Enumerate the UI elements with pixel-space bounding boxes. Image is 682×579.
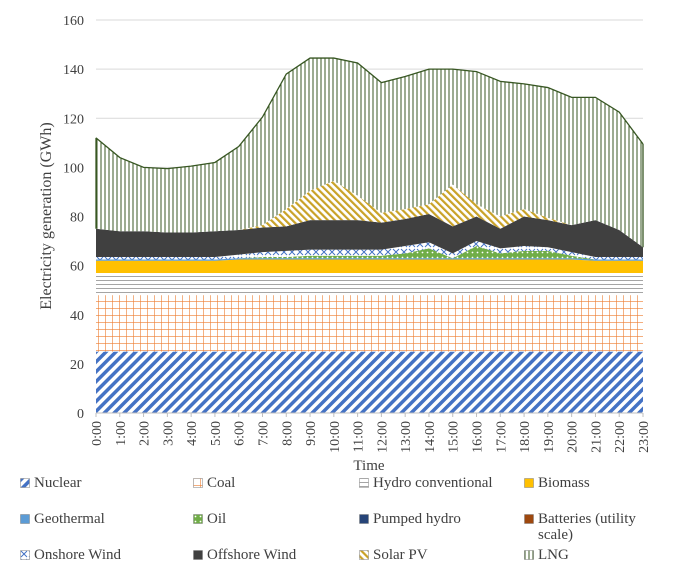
legend-label: Pumped hydro — [373, 511, 461, 527]
series-area-solar-pv — [96, 180, 643, 248]
legend-label: Oil — [207, 511, 227, 527]
legend-swatch — [359, 550, 369, 560]
legend-label: Nuclear — [34, 475, 82, 491]
x-tick-label: 11:00 — [352, 421, 367, 452]
legend-label: LNG — [538, 547, 569, 563]
legend-swatch — [20, 514, 30, 524]
x-tick-label: 7:00 — [256, 421, 271, 446]
series-edge-lng — [95, 57, 644, 170]
legend-label: Biomass — [538, 475, 590, 491]
legend-swatch — [524, 478, 534, 488]
legend-item-batteries-utility-scale: Batteries (utility scale) — [524, 511, 658, 543]
x-tick-label: 18:00 — [518, 421, 533, 453]
legend-label: Batteries (utility scale) — [538, 511, 636, 543]
legend-label: Hydro conventional — [373, 475, 493, 491]
axes: 0 20 40 60 80 100 120 140 160 0:00 1:00 2:00 3:00 4:0… — [63, 14, 652, 453]
x-tick-label: 3:00 — [161, 421, 176, 446]
x-tick-label: 21:00 — [589, 421, 604, 453]
x-tick-label: 9:00 — [304, 421, 319, 446]
series-area-geothermal — [96, 258, 643, 261]
series-area-biomass — [96, 259, 643, 273]
x-tick-label: 2:00 — [138, 421, 153, 446]
y-tick-label: 40 — [70, 309, 84, 324]
legend-item-onshore-wind: Onshore Wind — [20, 547, 154, 563]
series-area-lng — [96, 58, 643, 248]
legend-swatch — [524, 514, 534, 524]
legend-item-solar-pv: Solar PV — [359, 547, 493, 563]
x-tick-label: 5:00 — [209, 421, 224, 446]
x-tick-label: 23:00 — [637, 421, 652, 453]
x-tick-label: 16:00 — [471, 421, 486, 453]
y-tick-label: 160 — [63, 14, 84, 29]
legend-label: Solar PV — [373, 547, 428, 563]
legend-item-geothermal: Geothermal — [20, 511, 154, 527]
y-tick-label: 80 — [70, 211, 84, 226]
stacked-area-chart: 0 20 40 60 80 100 120 140 160 0:00 1:00 2:00 3:00 4:0… — [38, 14, 652, 474]
series-area-coal — [96, 295, 643, 352]
x-tick-label: 22:00 — [613, 421, 628, 453]
y-tick-label: 0 — [77, 407, 84, 422]
x-tick-label: 6:00 — [233, 421, 248, 446]
legend-swatch — [20, 478, 30, 488]
x-tick-label: 13:00 — [399, 421, 414, 453]
series-areas — [95, 57, 644, 413]
legend-item-lng: LNG — [524, 547, 658, 563]
legend-item-oil: Oil — [193, 511, 327, 527]
legend-item-biomass: Biomass — [524, 475, 658, 491]
x-tick-label: 20:00 — [566, 421, 581, 453]
x-tick-label: 19:00 — [542, 421, 557, 453]
x-tick-label: 4:00 — [185, 421, 200, 446]
series-side-edges-lng — [95, 137, 644, 248]
legend-label: Onshore Wind — [34, 547, 122, 563]
legend-swatch — [193, 478, 203, 488]
legend-item-hydro-conventional: Hydro conventional — [359, 475, 493, 491]
x-axis-label: Time — [353, 458, 384, 474]
y-tick-label: 140 — [63, 63, 84, 78]
x-tick-label: 1:00 — [114, 421, 129, 446]
x-tick-label: 10:00 — [328, 421, 343, 453]
legend-item-offshore-wind: Offshore Wind — [193, 547, 327, 563]
legend-label: Offshore Wind — [207, 547, 297, 563]
y-tick-label: 20 — [70, 358, 84, 373]
x-tick-label: 8:00 — [280, 421, 295, 446]
legend-swatch — [193, 550, 203, 560]
legend-swatch — [193, 514, 203, 524]
series-area-hydro-conventional — [96, 272, 643, 296]
y-axis-label: Electricity generation (GWh) — [38, 122, 55, 309]
legend-item-nuclear: Nuclear — [20, 475, 154, 491]
y-tick-label: 120 — [63, 112, 84, 127]
legend-item-coal: Coal — [193, 475, 327, 491]
series-area-offshore-wind — [96, 214, 643, 258]
x-tick-label: 14:00 — [423, 421, 438, 453]
legend-swatch — [359, 514, 369, 524]
legend-label: Geothermal — [34, 511, 105, 527]
legend-swatch — [20, 550, 30, 560]
series-area-nuclear — [96, 351, 643, 413]
x-tick-label: 0:00 — [90, 421, 105, 446]
series-area-onshore-wind — [96, 241, 643, 260]
legend-swatch — [524, 550, 534, 560]
series-area-oil — [96, 245, 643, 260]
legend-swatch — [359, 478, 369, 488]
legend-item-pumped-hydro: Pumped hydro — [359, 511, 493, 527]
legend-label: Coal — [207, 475, 236, 491]
x-tick-label: 15:00 — [447, 421, 462, 453]
y-tick-label: 60 — [70, 260, 84, 275]
x-tick-label: 12:00 — [375, 421, 390, 453]
x-tick-label: 17:00 — [494, 421, 509, 453]
y-tick-label: 100 — [63, 161, 84, 176]
